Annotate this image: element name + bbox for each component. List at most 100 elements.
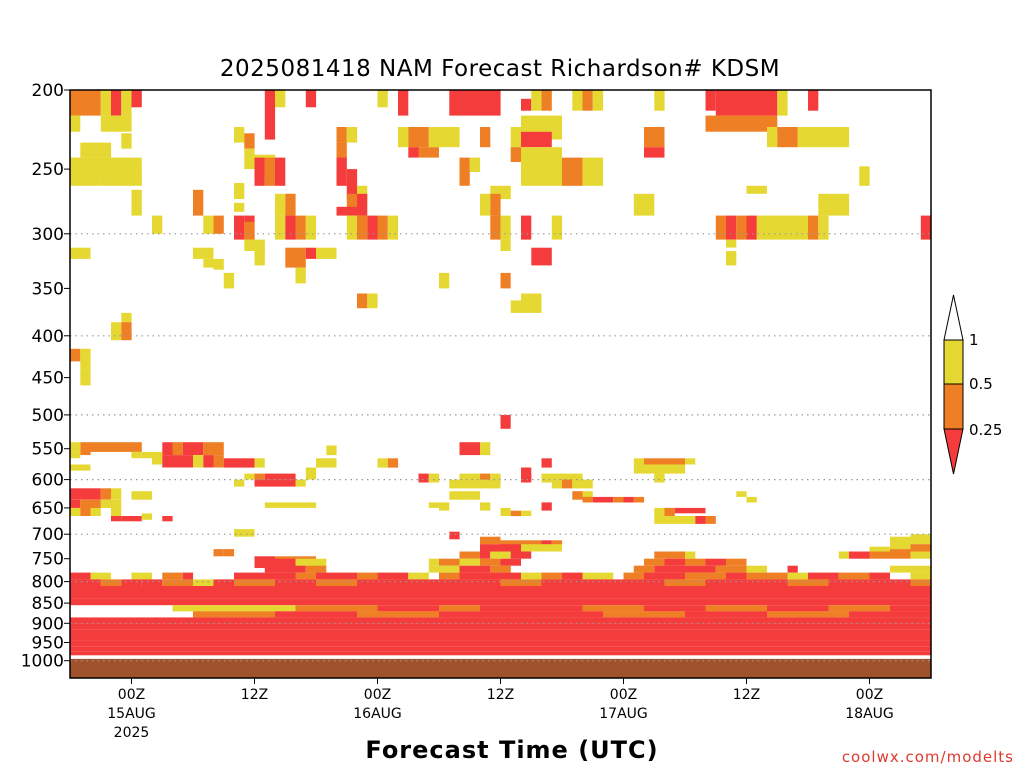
- heatmap-cell-yellow: [521, 157, 562, 186]
- heatmap-cell-yellow: [275, 90, 286, 108]
- heatmap-cell-red: [285, 215, 296, 240]
- heatmap-cell-orange: [193, 611, 275, 618]
- heatmap-cell-orange: [541, 90, 552, 111]
- heatmap-cell-red: [70, 488, 101, 500]
- heatmap-cell-red: [336, 206, 357, 216]
- heatmap-cell-yellow: [193, 579, 214, 586]
- heatmap-cell-orange: [500, 579, 542, 586]
- heatmap-cell-yellow: [70, 157, 91, 172]
- heatmap-cell-yellow: [70, 507, 81, 516]
- heatmap-cell-red: [746, 579, 788, 586]
- heatmap-cell-yellow: [305, 215, 317, 240]
- grid-lines: [70, 233, 931, 662]
- heatmap-cell-orange: [705, 115, 778, 132]
- heatmap-cell-yellow: [910, 551, 931, 559]
- heatmap-cell-red: [521, 215, 532, 240]
- y-tick-label: 1000: [21, 652, 64, 672]
- heatmap-cell-orange: [521, 540, 542, 547]
- heatmap-cell-red: [685, 611, 767, 618]
- heatmap-cell-yellow: [726, 251, 737, 266]
- heatmap-cell-red: [521, 131, 552, 148]
- heatmap-cell-yellow: [490, 551, 511, 559]
- heatmap-cell-red: [111, 90, 122, 116]
- heatmap-cell-yellow: [398, 127, 409, 148]
- x-tick-label: 2025: [114, 725, 150, 741]
- heatmap-cell-orange: [285, 247, 306, 268]
- heatmap-cell-orange: [500, 540, 521, 547]
- heatmap-cell-yellow: [244, 473, 255, 480]
- heatmap-cell-red: [121, 516, 142, 522]
- legend-level-label: 0.25: [969, 421, 1002, 439]
- heatmap-cell-yellow: [70, 464, 91, 471]
- heatmap-cell-yellow: [244, 148, 255, 170]
- heatmap-cell-red: [644, 572, 685, 580]
- heatmap-cell-red: [254, 558, 296, 568]
- heatmap-cell-yellow: [572, 90, 583, 111]
- heatmap-cell-red: [541, 579, 583, 586]
- credit-text[interactable]: coolwx.com/modelts: [842, 748, 1014, 766]
- heatmap-cell-orange: [357, 611, 439, 618]
- heatmap-cell-yellow: [746, 496, 757, 503]
- y-tick-label: 950: [32, 634, 64, 654]
- heatmap-cell-red: [111, 586, 152, 593]
- heatmap-cell-red: [275, 586, 357, 593]
- heatmap-cells: [70, 90, 931, 656]
- heatmap-cell-yellow: [439, 272, 450, 289]
- heatmap-cell-yellow: [459, 473, 480, 483]
- heatmap-cell-yellow: [90, 572, 111, 580]
- heatmap-cell-orange: [890, 551, 911, 559]
- heatmap-cell-red: [336, 157, 347, 170]
- heatmap-cell-red: [459, 579, 501, 586]
- heatmap-cell-orange: [500, 272, 511, 289]
- heatmap-cell-red: [664, 558, 685, 566]
- heatmap-cell-orange: [664, 579, 706, 586]
- heatmap-cell-yellow: [223, 272, 235, 289]
- heatmap-cell-red: [685, 507, 706, 514]
- heatmap-cell-yellow: [521, 572, 542, 580]
- heatmap-cell-orange: [490, 193, 501, 216]
- heatmap-cell-yellow: [193, 247, 214, 259]
- heatmap-cell-orange: [910, 579, 931, 586]
- heatmap-cell-yellow: [377, 90, 388, 108]
- y-tick-label: 600: [32, 471, 64, 491]
- heatmap-cell-yellow: [910, 534, 931, 545]
- heatmap-cell-yellow: [428, 558, 440, 566]
- heatmap-cell-yellow: [111, 488, 122, 500]
- heatmap-cell-yellow: [295, 267, 306, 284]
- heatmap-cell-yellow: [387, 215, 399, 240]
- heatmap-cell-yellow: [633, 458, 645, 465]
- heatmap-cell-red: [459, 565, 491, 573]
- heatmap-cell-orange: [172, 442, 183, 456]
- heatmap-cell-orange: [439, 605, 480, 612]
- x-tick-label: 00Z: [856, 687, 883, 703]
- heatmap-cell-yellow: [521, 510, 532, 517]
- heatmap-cell-orange: [685, 558, 706, 566]
- heatmap-cell-orange: [633, 565, 655, 573]
- heatmap-cell-orange: [316, 579, 357, 586]
- legend-level-label: 1: [969, 331, 979, 349]
- y-tick-label: 450: [32, 369, 64, 389]
- heatmap-cell-red: [193, 586, 234, 593]
- heatmap-cell-orange: [162, 572, 183, 580]
- heatmap-cell-orange: [80, 499, 101, 508]
- heatmap-cell-yellow: [193, 455, 204, 468]
- heatmap-cell-red: [357, 586, 439, 593]
- heatmap-cell-yellow: [131, 189, 142, 216]
- heatmap-cell-yellow: [531, 90, 542, 111]
- heatmap-cell-red: [480, 572, 521, 580]
- heatmap-cell-yellow: [100, 90, 112, 116]
- heatmap-cell-red: [346, 169, 358, 186]
- heatmap-cell-yellow: [316, 247, 337, 259]
- heatmap-cell-orange: [664, 507, 675, 516]
- heatmap-cell-yellow: [100, 115, 132, 132]
- heatmap-cell-red: [121, 579, 142, 586]
- heatmap-cell-red: [654, 565, 716, 573]
- heatmap-cell-orange: [705, 605, 767, 612]
- heatmap-cell-yellow: [141, 513, 153, 520]
- heatmap-cell-yellow: [367, 293, 378, 309]
- heatmap-cell-orange: [357, 215, 368, 240]
- heatmap-cell-orange: [838, 572, 870, 580]
- heatmap-cell-red: [541, 540, 552, 547]
- heatmap-cell-red: [357, 579, 419, 586]
- heatmap-cell-red: [746, 215, 757, 240]
